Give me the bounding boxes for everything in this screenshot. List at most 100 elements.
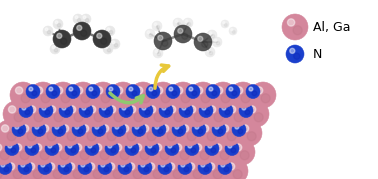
- Circle shape: [187, 163, 195, 170]
- Circle shape: [45, 142, 59, 156]
- Circle shape: [114, 43, 118, 47]
- Circle shape: [252, 91, 257, 96]
- Circle shape: [122, 106, 126, 110]
- Circle shape: [44, 173, 48, 178]
- Circle shape: [220, 151, 229, 160]
- Circle shape: [187, 23, 191, 26]
- Circle shape: [218, 129, 223, 134]
- Circle shape: [4, 167, 9, 172]
- Circle shape: [83, 101, 109, 127]
- Circle shape: [227, 132, 236, 141]
- Circle shape: [84, 173, 88, 178]
- Circle shape: [33, 170, 42, 179]
- Circle shape: [60, 151, 69, 160]
- Circle shape: [202, 158, 228, 179]
- Circle shape: [171, 148, 176, 153]
- Circle shape: [28, 144, 32, 148]
- Circle shape: [248, 106, 256, 113]
- Circle shape: [93, 170, 102, 179]
- Circle shape: [73, 14, 83, 24]
- Circle shape: [104, 173, 108, 178]
- Circle shape: [156, 25, 160, 29]
- Circle shape: [47, 132, 56, 141]
- Circle shape: [124, 167, 129, 172]
- Circle shape: [109, 30, 113, 34]
- Circle shape: [181, 170, 185, 174]
- Circle shape: [242, 125, 249, 132]
- Circle shape: [54, 113, 63, 122]
- Circle shape: [59, 103, 73, 117]
- Circle shape: [246, 84, 260, 98]
- Circle shape: [19, 168, 31, 179]
- Circle shape: [82, 170, 85, 174]
- Circle shape: [198, 161, 212, 175]
- Circle shape: [76, 87, 83, 94]
- Circle shape: [88, 144, 92, 148]
- Circle shape: [201, 94, 210, 103]
- Circle shape: [89, 87, 93, 91]
- Circle shape: [205, 142, 219, 156]
- Circle shape: [172, 91, 177, 96]
- Circle shape: [84, 167, 89, 172]
- Circle shape: [195, 87, 203, 94]
- Circle shape: [192, 91, 197, 96]
- Circle shape: [163, 101, 189, 127]
- Circle shape: [235, 125, 239, 129]
- Circle shape: [107, 132, 116, 141]
- Circle shape: [108, 144, 112, 148]
- Circle shape: [82, 125, 89, 132]
- Circle shape: [229, 87, 233, 91]
- Circle shape: [101, 38, 107, 44]
- Circle shape: [7, 132, 16, 141]
- Circle shape: [77, 18, 81, 22]
- Circle shape: [212, 37, 222, 47]
- Circle shape: [65, 142, 79, 156]
- Circle shape: [118, 161, 132, 175]
- Circle shape: [80, 151, 89, 160]
- Circle shape: [59, 168, 71, 179]
- Circle shape: [140, 151, 149, 160]
- Circle shape: [81, 163, 85, 167]
- Circle shape: [131, 148, 136, 153]
- Circle shape: [149, 139, 175, 165]
- Circle shape: [165, 110, 170, 115]
- Circle shape: [108, 106, 116, 113]
- Circle shape: [158, 35, 163, 40]
- Circle shape: [50, 82, 76, 108]
- Circle shape: [106, 84, 120, 98]
- Circle shape: [238, 129, 243, 134]
- Circle shape: [164, 167, 169, 172]
- Circle shape: [129, 106, 136, 113]
- Circle shape: [0, 170, 2, 179]
- Circle shape: [78, 161, 92, 175]
- Circle shape: [24, 173, 28, 178]
- Circle shape: [164, 173, 168, 178]
- Circle shape: [170, 82, 196, 108]
- Circle shape: [54, 49, 58, 52]
- Circle shape: [178, 129, 183, 134]
- Circle shape: [123, 101, 149, 127]
- Circle shape: [234, 113, 243, 122]
- Circle shape: [161, 170, 165, 174]
- Circle shape: [228, 163, 235, 170]
- Circle shape: [152, 91, 157, 96]
- Circle shape: [185, 110, 190, 115]
- Circle shape: [26, 84, 40, 98]
- Circle shape: [209, 87, 213, 91]
- Circle shape: [101, 163, 105, 167]
- Circle shape: [73, 22, 91, 40]
- Circle shape: [169, 87, 173, 91]
- Circle shape: [207, 49, 210, 52]
- Circle shape: [57, 33, 62, 38]
- Circle shape: [214, 144, 222, 151]
- Circle shape: [125, 142, 139, 156]
- Circle shape: [104, 167, 109, 172]
- Circle shape: [234, 144, 242, 151]
- Circle shape: [81, 30, 87, 36]
- Circle shape: [47, 30, 51, 34]
- Circle shape: [135, 87, 143, 94]
- Circle shape: [231, 28, 233, 31]
- Circle shape: [233, 170, 242, 179]
- Text: N: N: [313, 47, 322, 61]
- Circle shape: [261, 94, 270, 103]
